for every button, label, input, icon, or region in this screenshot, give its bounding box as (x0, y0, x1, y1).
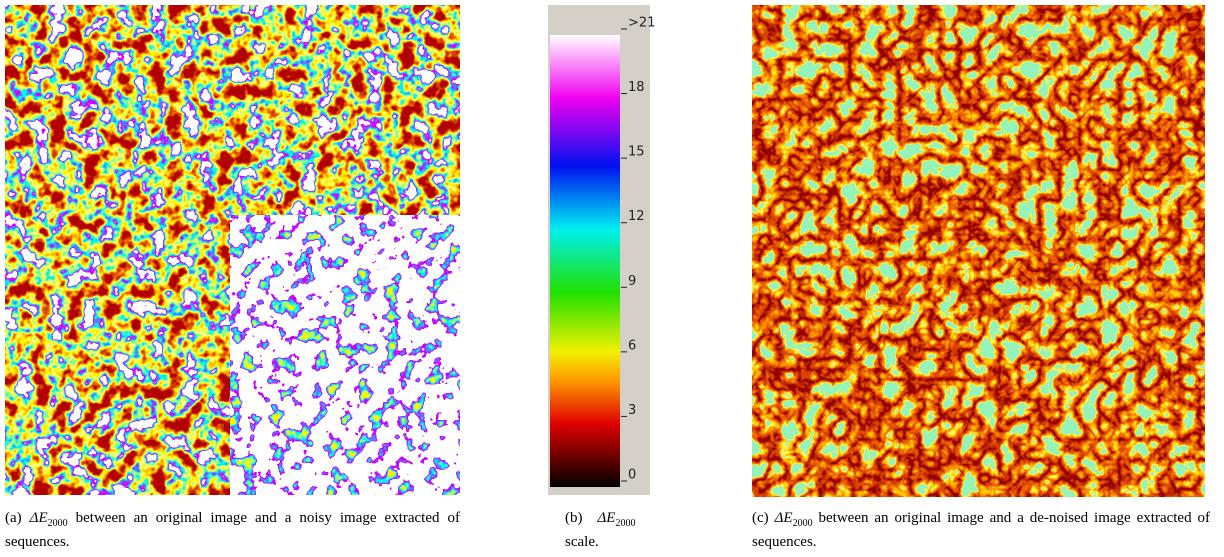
tick-label: 18 (628, 80, 645, 95)
figure: >21 18 15 12 9 6 3 0 (5, 5, 1205, 497)
tick-label: 9 (628, 274, 636, 289)
caption-label: (a) (5, 510, 22, 526)
caption-subscript: 2000 (615, 518, 636, 529)
tick-label: 0 (628, 468, 636, 483)
caption-label: (c) (752, 510, 769, 526)
heatmap-denoised (752, 5, 1205, 497)
caption-a: (a) ΔE2000 between an original image and… (5, 509, 460, 551)
caption-symbol: ΔE (29, 510, 48, 526)
tick-label: 12 (628, 209, 645, 224)
caption-c: (c) ΔE2000 between an original image and… (752, 509, 1210, 551)
caption-label: (b) (565, 510, 583, 526)
tick-label: 3 (628, 403, 636, 418)
caption-text: scale. (565, 534, 599, 550)
caption-b: (b) ΔE2000 scale. (565, 509, 665, 551)
heatmap-noisy-region (230, 215, 460, 495)
tick-label: 6 (628, 338, 636, 353)
tick-label: 15 (628, 145, 645, 160)
color-bar (550, 35, 620, 487)
caption-text: between an original image and a noisy im… (5, 510, 460, 550)
caption-symbol: ΔE (597, 510, 616, 526)
tick-label: >21 (628, 16, 655, 31)
caption-text: between an original image and a de-noise… (752, 510, 1211, 550)
caption-symbol: ΔE (774, 510, 793, 526)
caption-subscript: 2000 (792, 518, 813, 529)
caption-subscript: 2000 (47, 518, 68, 529)
